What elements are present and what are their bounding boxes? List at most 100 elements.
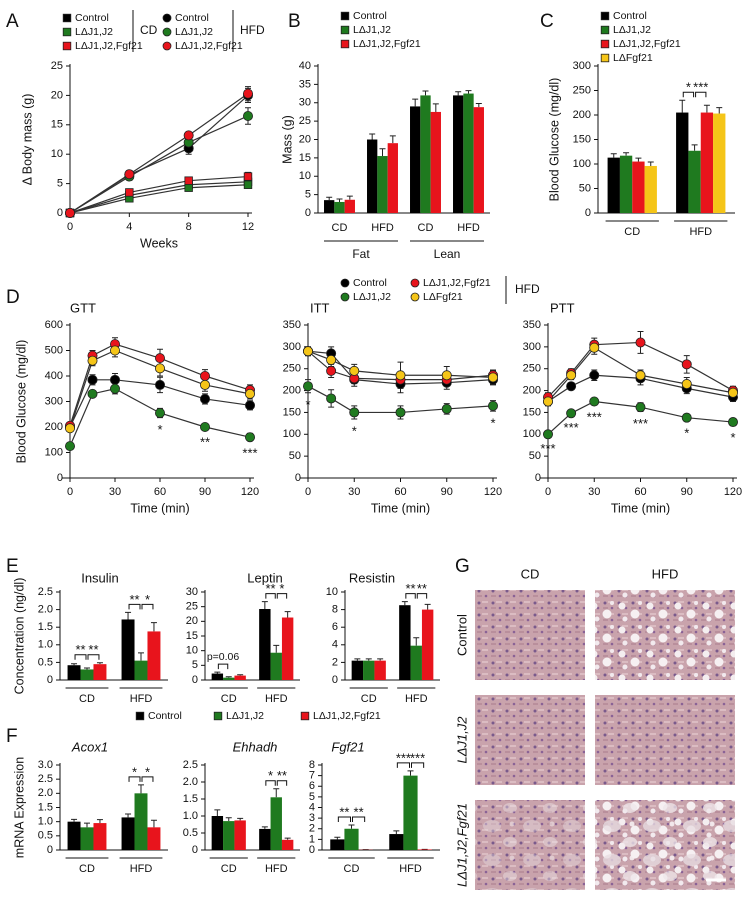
legend-marker (340, 25, 350, 35)
y-tick-label: 5 (305, 189, 311, 201)
legend-marker (600, 39, 610, 49)
legend-label: LΔFgf21 (423, 291, 463, 303)
micrograph-overlay (595, 800, 735, 890)
data-point (566, 381, 577, 392)
x-tick-label: CD (361, 693, 377, 705)
legend-group-label: HFD (240, 23, 265, 37)
data-point (635, 402, 646, 413)
data-point (349, 407, 360, 418)
x-tick-label: CD (344, 863, 360, 875)
bar (80, 669, 94, 680)
data-point (302, 381, 313, 392)
data-point (199, 393, 210, 404)
y-tick-label: 100 (523, 428, 541, 440)
error-bar (432, 103, 439, 112)
series-line (69, 93, 249, 214)
x-axis-label: Time (min) (130, 501, 189, 515)
y-tick-label: 350 (283, 319, 301, 331)
error-bar (422, 90, 429, 96)
data-point (65, 207, 76, 218)
error-bar (336, 198, 343, 202)
significance: ** (265, 581, 275, 596)
bar (223, 677, 235, 680)
x-tick-label: 0 (305, 486, 311, 498)
y-tick-label: 10 (186, 645, 198, 657)
data-point (395, 407, 406, 418)
micrograph-overlay (475, 800, 585, 890)
bar (234, 820, 246, 850)
row-label: LΔJ1,J2,Fgf21 (454, 803, 469, 887)
y-tick-label: 100 (573, 158, 591, 170)
bar (281, 617, 294, 680)
y-tick-label: 5 (57, 178, 63, 190)
bar (334, 201, 345, 213)
micrograph-tile (475, 590, 585, 680)
error-bar (379, 148, 386, 157)
y-tick-label: 50 (289, 450, 301, 462)
bar (473, 107, 484, 213)
error-bar (354, 658, 361, 661)
y-tick-label: 20 (51, 89, 63, 101)
y-tick-label: 0 (309, 844, 315, 856)
y-tick-label: 4 (309, 801, 315, 813)
y-tick-label: 3.0 (38, 759, 53, 771)
chart-title: Acox1 (71, 739, 108, 754)
bar (399, 605, 411, 680)
bar (324, 200, 335, 213)
bar (259, 828, 271, 850)
y-tick-label: 1 (309, 833, 315, 845)
legend-label: LΔJ1,J2,Fgf21 (75, 40, 143, 52)
x-tick-label: 120 (484, 486, 502, 498)
significance-bracket (682, 91, 695, 98)
x-tick-label: 0 (67, 221, 73, 233)
bar (374, 660, 386, 680)
bar (619, 155, 633, 213)
significance: *** (396, 750, 411, 765)
significance: *** (242, 445, 257, 460)
y-tick-label: 8 (332, 604, 338, 616)
x-tick-label: 60 (394, 486, 406, 498)
y-tick-label: 50 (529, 450, 541, 462)
y-axis-label: Blood Glucose (mg/dl) (547, 78, 561, 202)
significance: p=0.06 (207, 651, 240, 663)
bar (93, 823, 107, 850)
bar (121, 817, 135, 850)
significance: * (157, 422, 162, 437)
legend-marker (162, 27, 172, 37)
significance: * (684, 426, 689, 441)
bar (403, 775, 418, 850)
bar (67, 665, 81, 680)
y-tick-label: 2.5 (183, 759, 198, 771)
y-tick-label: 400 (45, 370, 63, 382)
bar (688, 150, 701, 213)
bar (421, 609, 434, 680)
legend-marker (62, 41, 72, 51)
legend-marker (410, 292, 420, 302)
legend-label: LΔJ1,J2,Fgf21 (313, 710, 381, 722)
significance: ** (129, 592, 139, 607)
error-bar (393, 830, 400, 835)
y-tick-label: 100 (45, 446, 63, 458)
significance: * (305, 397, 310, 412)
x-tick-label: CD (221, 863, 237, 875)
data-point (589, 342, 600, 353)
x-tick-label: 4 (126, 221, 132, 233)
data-point (244, 388, 255, 399)
significance: * (490, 416, 495, 431)
y-tick-label: 300 (45, 395, 63, 407)
y-tick-label: 200 (283, 384, 301, 396)
chart-title: ITT (310, 300, 330, 315)
error-bar (716, 107, 723, 114)
error-bar (412, 98, 419, 107)
bar (632, 161, 645, 213)
y-tick-label: 0 (535, 472, 541, 484)
y-tick-label: 1.0 (183, 810, 198, 822)
series-line (69, 349, 251, 429)
legend-marker (340, 278, 350, 288)
y-axis-label: Concentration (ng/dl) (12, 578, 26, 695)
y-tick-label: 20 (299, 133, 311, 145)
error-bar (647, 161, 654, 166)
legend-marker (213, 711, 223, 721)
data-point (589, 370, 600, 381)
y-tick-label: 20 (186, 615, 198, 627)
